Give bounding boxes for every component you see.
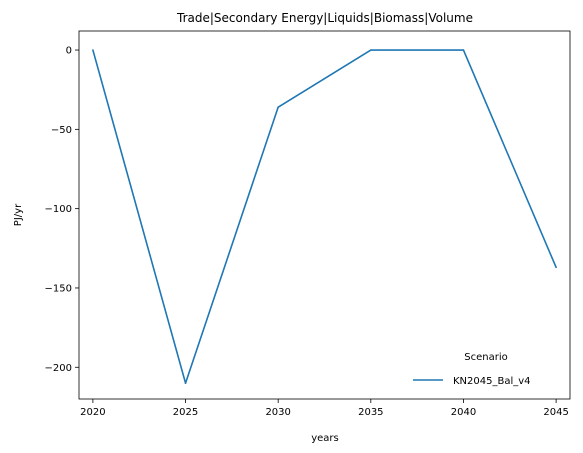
data-point — [277, 106, 279, 108]
y-tick-label: −200 — [45, 363, 72, 374]
x-axis: 2020 2025 2030 2035 2040 2045 — [80, 399, 569, 418]
x-tick-label: 2045 — [543, 407, 568, 418]
y-tick-label: 0 — [66, 46, 72, 57]
data-point — [462, 49, 465, 51]
legend-title: Scenario — [464, 352, 507, 363]
x-tick-label: 2040 — [451, 407, 476, 418]
x-tick-label: 2025 — [173, 407, 198, 418]
legend-entry-label: KN2045_Bal_v4 — [453, 376, 531, 387]
y-axis-label: PJ/yr — [13, 203, 24, 226]
chart-title: Trade|Secondary Energy|Liquids|Biomass|V… — [176, 11, 473, 25]
x-axis-label: years — [311, 433, 339, 444]
x-tick-label: 2020 — [80, 407, 105, 418]
legend: Scenario KN2045_Bal_v4 — [413, 352, 531, 387]
series-layer — [92, 49, 557, 384]
series-line-0 — [92, 49, 557, 384]
plot-area — [78, 30, 571, 400]
data-point — [370, 49, 372, 51]
x-tick-label: 2030 — [265, 407, 290, 418]
y-tick-label: −150 — [45, 283, 72, 294]
y-axis: 0 −50 −100 −150 −200 — [45, 46, 79, 374]
data-point — [555, 266, 557, 269]
data-point — [184, 382, 187, 384]
x-tick-label: 2035 — [358, 407, 383, 418]
y-tick-label: −50 — [51, 125, 72, 136]
y-tick-label: −100 — [45, 204, 72, 215]
plot-frame — [78, 30, 571, 400]
data-point — [92, 49, 94, 51]
